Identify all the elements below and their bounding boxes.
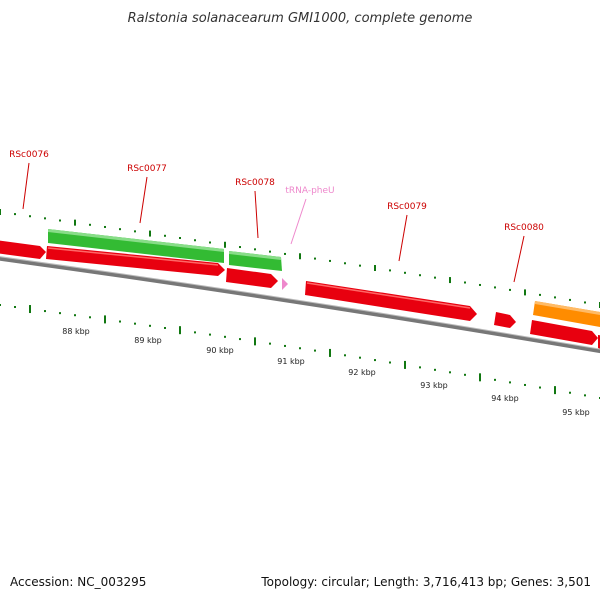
inner-tick-track: 88 kbp 89 kbp 90 kbp 91 kbp 92 kbp 93 kbp 94 k… bbox=[0, 304, 600, 417]
gene-label[interactable]: tRNA-pheU bbox=[285, 186, 334, 196]
gene-rsc0079-red[interactable] bbox=[305, 281, 477, 321]
gene-label-leader bbox=[254, 190, 259, 239]
gene-orange-shade bbox=[535, 301, 600, 315]
tick-label: 88 kbp bbox=[62, 327, 90, 336]
gene-label-leader bbox=[139, 176, 148, 224]
gene-label[interactable]: RSc0080 bbox=[504, 223, 544, 233]
gene-label[interactable]: RSc0078 bbox=[235, 178, 275, 188]
gene-small-red[interactable] bbox=[494, 312, 516, 328]
gene-label-leader bbox=[290, 198, 307, 245]
gene-label[interactable]: RSc0079 bbox=[387, 202, 427, 212]
gene-rsc0077-green-shade bbox=[48, 229, 224, 252]
tick-label: 92 kbp bbox=[348, 368, 376, 377]
gene-red-highlight-2 bbox=[306, 282, 471, 309]
gene-label-leader bbox=[513, 235, 525, 283]
tick-label: 95 kbp bbox=[562, 408, 590, 417]
gene-orange[interactable] bbox=[533, 301, 600, 327]
gene-label-leader bbox=[22, 162, 30, 210]
gene-label[interactable]: RSc0077 bbox=[127, 164, 167, 174]
map-title: Ralstonia solanacearum GMI1000, complete… bbox=[128, 11, 473, 26]
gene-rsc0080-red[interactable] bbox=[530, 320, 598, 345]
tick-label: 93 kbp bbox=[420, 381, 448, 390]
gene-rsc0077-green[interactable] bbox=[48, 229, 224, 263]
tick-label: 90 kbp bbox=[206, 346, 234, 355]
trna-pheu[interactable] bbox=[282, 278, 288, 290]
gene-label-layer: RSc0076 RSc0077 RSc0078 tRNA-pheU RSc0079 RSc… bbox=[9, 150, 544, 283]
gene-label[interactable]: RSc0076 bbox=[9, 150, 49, 160]
gene-rsc0076-red[interactable] bbox=[0, 240, 46, 259]
outer-tick-track bbox=[0, 209, 600, 308]
gene-label-leader bbox=[398, 214, 408, 262]
gene-red-highlight bbox=[47, 247, 219, 266]
tick-label: 91 kbp bbox=[277, 357, 305, 366]
genome-backbone bbox=[0, 256, 600, 354]
feature-track bbox=[0, 229, 600, 349]
tick-label: 94 kbp bbox=[491, 394, 519, 403]
summary-text: Topology: circular; Length: 3,716,413 bp… bbox=[260, 575, 591, 589]
accession-text: Accession: NC_003295 bbox=[10, 575, 146, 589]
genome-backbone-highlight bbox=[0, 256, 600, 350]
tick-label: 89 kbp bbox=[134, 336, 162, 345]
gene-rsc0078-green-shade bbox=[229, 251, 281, 260]
gene-rsc0077-red[interactable] bbox=[46, 246, 225, 276]
gene-rsc0078-red[interactable] bbox=[226, 268, 278, 288]
